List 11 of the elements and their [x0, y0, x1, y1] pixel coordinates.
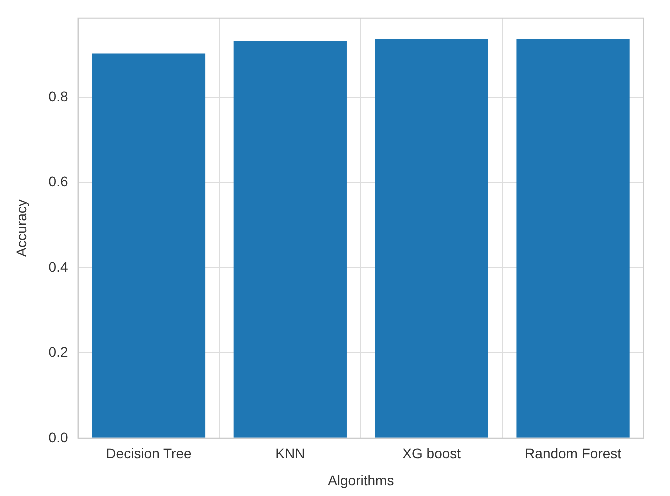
x-tick-label: XG boost	[402, 446, 462, 462]
y-tick-label: 0.8	[48, 88, 68, 104]
y-tick-label: 0.2	[48, 344, 68, 360]
y-tick-label: 0.0	[48, 429, 68, 446]
x-tick-label: Random Forest	[525, 446, 622, 462]
x-tick-label: KNN	[276, 446, 306, 462]
x-axis-title: Algorithms	[328, 472, 394, 488]
x-tick-label: Decision Tree	[106, 446, 192, 462]
y-axis-title: Accuracy	[13, 200, 30, 258]
y-tick-label: 0.6	[48, 174, 68, 190]
y-tick-label: 0.4	[48, 258, 68, 275]
